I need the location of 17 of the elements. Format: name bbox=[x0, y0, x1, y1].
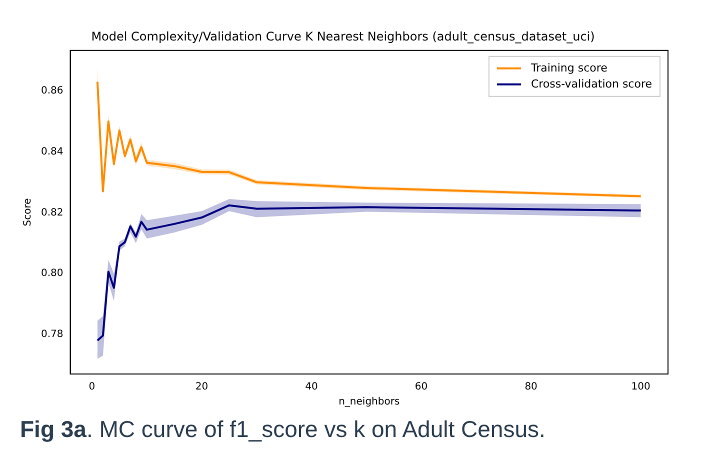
x-axis-title: n_neighbors bbox=[338, 396, 400, 408]
x-tick-label: 40 bbox=[305, 382, 318, 393]
y-tick-label: 0.78 bbox=[41, 329, 64, 340]
y-tick-label: 0.80 bbox=[41, 268, 64, 280]
y-axis-title: Score bbox=[22, 198, 34, 226]
legend-label: Cross-validation score bbox=[530, 77, 652, 90]
y-tick-label: 0.82 bbox=[41, 207, 64, 218]
x-tick-label: 100 bbox=[631, 382, 650, 393]
caption: Fig 3a. MC curve of f1_score vs k on Adult Census. bbox=[20, 416, 546, 443]
y-tick-label: 0.86 bbox=[41, 85, 64, 96]
x-tick-label: 60 bbox=[414, 382, 428, 393]
chart-title: Model Complexity/Validation Curve K Nearest Neighbors (adult_census_dataset_uci) bbox=[91, 29, 595, 44]
y-tick-label: 0.84 bbox=[41, 146, 64, 158]
x-tick-label: 80 bbox=[524, 382, 538, 393]
x-tick-label: 0 bbox=[88, 382, 96, 393]
x-tick-label: 20 bbox=[195, 382, 208, 393]
legend-label: Training score bbox=[530, 61, 608, 74]
